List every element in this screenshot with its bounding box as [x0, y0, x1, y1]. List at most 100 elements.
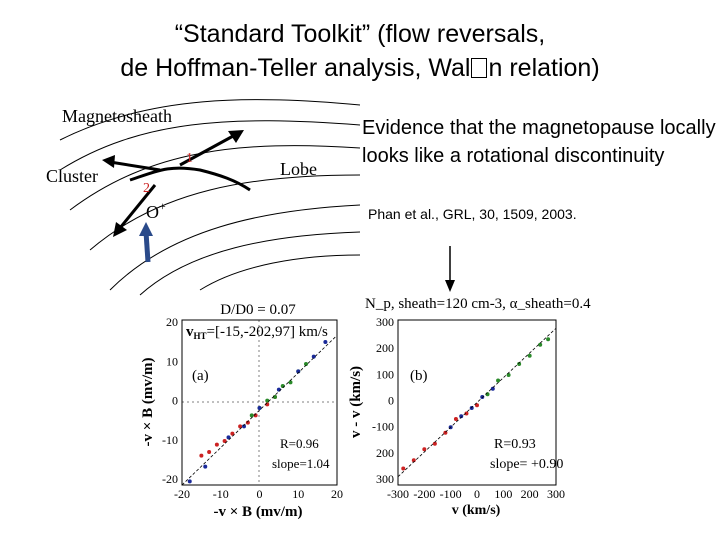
region-1-label: 1: [186, 151, 193, 166]
panel-a-header: D/D0 = 0.07: [220, 302, 296, 318]
ion-symbol: O: [146, 202, 159, 222]
arrow-head-icon: [113, 222, 127, 237]
data-point: [245, 420, 250, 425]
y-tick-label: -10: [162, 433, 178, 447]
data-point: [273, 395, 277, 399]
data-point: [422, 447, 427, 452]
field-line: [59, 99, 361, 141]
data-point: [546, 337, 551, 342]
vht-value: =[-15,-202,97] km/s: [207, 324, 329, 340]
arrow-head-icon: [228, 130, 244, 143]
panel-a-r: R=0.96: [280, 436, 319, 451]
flow-arrow-2: [118, 184, 157, 229]
reference-citation: Phan et al., GRL, 30, 1509, 2003.: [368, 206, 577, 222]
data-point: [459, 414, 464, 419]
data-point: [242, 424, 246, 429]
magnetosheath-label: Magnetosheath: [62, 106, 172, 126]
data-point: [199, 453, 204, 458]
y-tick-label: 300: [376, 315, 394, 329]
title-line-2-start: de Hoffman-Teller analysis, Wal: [120, 54, 471, 82]
field-line: [59, 120, 361, 171]
panel-b-ylabel: v - v (km/s): [348, 366, 364, 438]
arrow-head-icon: [102, 155, 115, 168]
data-point: [187, 479, 192, 484]
flow-arrow-1: [179, 133, 236, 167]
y-tick-label: 200: [376, 341, 394, 355]
data-point: [475, 403, 479, 408]
panel-a-slope: slope=1.04: [272, 456, 330, 471]
data-point: [517, 362, 522, 366]
missing-glyph-icon: [471, 58, 488, 78]
x-tick-label: 20: [331, 487, 343, 501]
x-tick-label: 200: [521, 487, 539, 501]
field-line: [109, 204, 361, 291]
data-point: [207, 450, 212, 454]
vht-subscript: HT: [194, 331, 207, 341]
panel-a-fit-line: [181, 335, 338, 486]
field-line: [199, 254, 361, 291]
data-point: [304, 362, 308, 366]
panel-b-header: N_p, sheath=120 cm-3, α_sheath=0.4: [365, 296, 591, 312]
panel-b-plot: [397, 319, 557, 486]
y-tick-label: 20: [166, 315, 178, 329]
data-point: [226, 435, 231, 440]
y-tick-label: -20: [162, 472, 178, 486]
data-point: [453, 417, 458, 421]
data-point: [265, 398, 270, 403]
panel-a-ticks: 20 10 0 -10 -20-20 -10 0 10 20: [162, 315, 343, 501]
schematic-arrows: [102, 130, 244, 263]
panel-a-ylabel: -v × B (mv/m): [140, 358, 156, 447]
data-point: [496, 378, 501, 383]
cluster-arrow: [109, 160, 161, 172]
y-tick-label: 0: [388, 394, 394, 408]
data-point: [249, 413, 254, 418]
data-point: [230, 431, 235, 436]
field-line: [139, 231, 361, 296]
panel-b-label: (b): [410, 368, 428, 384]
data-point: [490, 386, 495, 391]
data-point: [527, 353, 532, 358]
data-point: [538, 342, 543, 347]
x-tick-label: 10: [292, 487, 304, 501]
x-tick-label: 300: [547, 487, 565, 501]
data-point: [238, 424, 243, 429]
cluster-label: Cluster: [46, 166, 98, 186]
arrow-head-icon: [139, 222, 153, 236]
panel-b-frame: [397, 319, 557, 486]
x-tick-label: -10: [213, 487, 229, 501]
x-tick-label: -200: [413, 487, 435, 501]
title-line-2-end: n relation): [488, 54, 600, 82]
panel-b-fit-line: [397, 327, 557, 478]
evidence-text: Evidence that the magnetopause locally l…: [362, 117, 716, 167]
panel-b-r: R=0.93: [494, 437, 536, 452]
data-point: [464, 411, 469, 416]
slide-title-line-2: de Hoffman-Teller analysis, Wal n relatio…: [0, 52, 720, 84]
x-tick-label: -20: [174, 487, 190, 501]
x-tick-label: 0: [257, 487, 263, 501]
data-point: [222, 439, 227, 443]
y-tick-label: 10: [166, 354, 178, 368]
vht-symbol: v: [186, 324, 194, 340]
ion-arrow: [143, 231, 151, 263]
panel-a-frame: [181, 319, 338, 486]
data-point: [257, 406, 262, 410]
lobe-label: Lobe: [280, 159, 317, 179]
slide-title-line-1: “Standard Toolkit” (flow reversals,: [174, 20, 546, 48]
x-tick-label: 0: [474, 487, 480, 501]
data-point: [288, 380, 293, 385]
x-tick-label: -100: [440, 487, 462, 501]
magnetopause-crossing-path: [129, 166, 251, 192]
panel-a-xlabel: -v × B (mv/m): [214, 504, 303, 520]
data-point: [214, 442, 219, 447]
panel-a-vht: vHT=[-15,-202,97] km/s: [186, 324, 328, 341]
y-tick-label: 0: [172, 394, 178, 408]
data-point: [311, 354, 316, 359]
data-point: [432, 441, 437, 446]
region-2-label: 2: [143, 181, 150, 196]
y-tick-label: -100: [372, 420, 394, 434]
data-point: [401, 466, 406, 471]
panel-a-label: (a): [192, 368, 209, 384]
panel-b-slope: slope= +0.90: [490, 457, 563, 472]
